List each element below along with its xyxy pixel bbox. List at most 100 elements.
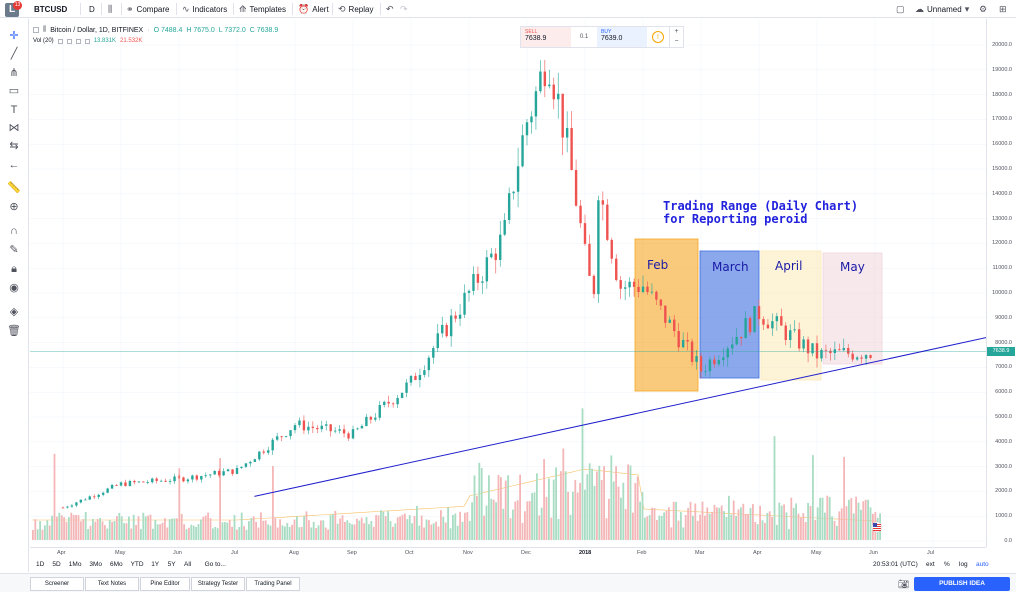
candle bbox=[847, 343, 850, 358]
rectangle-icon[interactable]: ▭ bbox=[8, 85, 20, 97]
volume-bar bbox=[399, 516, 401, 540]
range-button[interactable]: 5D bbox=[52, 561, 61, 568]
back-arrow-icon[interactable]: ← bbox=[8, 159, 20, 171]
settings-small-icon[interactable] bbox=[66, 38, 72, 44]
tab-trading-panel[interactable]: Trading Panel bbox=[246, 577, 300, 591]
info-button[interactable]: ! bbox=[647, 27, 669, 47]
lock-icon[interactable]: 🔒︎ bbox=[11, 263, 17, 275]
trend-line-icon[interactable]: ╱ bbox=[10, 48, 18, 60]
symbol-search[interactable]: BTCUSD bbox=[34, 5, 68, 14]
volume-bar bbox=[814, 519, 817, 540]
plus-button[interactable]: + bbox=[674, 28, 679, 35]
volume-bar bbox=[276, 527, 279, 540]
layout-grid-button[interactable]: ⊞ bbox=[999, 4, 1007, 15]
more-small-icon[interactable] bbox=[84, 38, 90, 44]
text-icon[interactable]: T bbox=[10, 104, 18, 116]
replay-button[interactable]: ⟲ Replay bbox=[338, 4, 373, 15]
candle bbox=[101, 491, 105, 497]
range-button[interactable]: 5Y bbox=[167, 561, 176, 568]
quantity-stepper[interactable]: + − bbox=[669, 27, 683, 47]
hide-pane-icon[interactable] bbox=[33, 27, 39, 33]
price-chart[interactable] bbox=[30, 19, 986, 547]
tab-text-notes[interactable]: Text Notes bbox=[85, 577, 139, 591]
candle bbox=[307, 421, 310, 435]
alert-button[interactable]: ⏰ Alert bbox=[298, 4, 329, 15]
volume-bar bbox=[286, 523, 289, 540]
alarm-clock-icon: ⏰ bbox=[298, 4, 310, 14]
volume-legend[interactable]: Vol (20) 13.831K 21.532K bbox=[33, 38, 142, 44]
legend-menu-icon[interactable]: · bbox=[147, 26, 150, 34]
bar-style-button[interactable]: ⫼ bbox=[108, 4, 112, 15]
volume-bar bbox=[802, 513, 805, 540]
zoom-in-icon[interactable]: ⊕ bbox=[9, 201, 19, 213]
annotation-title[interactable]: Trading Range (Daily Chart) for Reportin… bbox=[663, 200, 858, 226]
candle bbox=[583, 214, 587, 246]
chart-legend[interactable]: ⫼ Bitcoin / Dollar, 1D, BITFINEX · O 748… bbox=[33, 26, 278, 34]
templates-button[interactable]: ⟰ Templates bbox=[239, 4, 286, 15]
compare-button[interactable]: ⚭ Compare bbox=[126, 4, 169, 15]
minus-button[interactable]: − bbox=[674, 38, 679, 45]
undo-button[interactable]: ↶ bbox=[386, 4, 394, 15]
layout-menu[interactable]: ☁ Unnamed ▾ bbox=[915, 4, 969, 15]
trash-icon[interactable]: 🗑︎ bbox=[7, 325, 21, 337]
candle bbox=[396, 395, 399, 408]
range-button[interactable]: 6Mo bbox=[110, 561, 123, 568]
eye-small-icon[interactable] bbox=[57, 38, 63, 44]
volume-bar bbox=[190, 524, 193, 540]
tab-strategy-tester[interactable]: Strategy Tester bbox=[191, 577, 245, 591]
range-button[interactable]: 1Mo bbox=[68, 561, 82, 568]
tab-screener[interactable]: Screener bbox=[30, 577, 84, 591]
volume-bar bbox=[228, 520, 231, 540]
utc-clock[interactable]: 20:53:01 (UTC) bbox=[873, 561, 918, 568]
prediction-icon[interactable]: ⇆ bbox=[9, 140, 19, 152]
log-toggle[interactable]: log bbox=[959, 561, 968, 568]
time-tick: Feb bbox=[637, 550, 647, 556]
fullscreen-button[interactable]: ▢ bbox=[896, 4, 905, 15]
pitchfork-icon[interactable]: ⋔ bbox=[9, 67, 19, 79]
ruler-icon[interactable]: 📏 bbox=[7, 182, 21, 194]
price-axis[interactable]: 20000.0 19000.0 18000.0 17000.0 16000.0 15000… bbox=[986, 19, 1016, 547]
volume-bar bbox=[543, 459, 545, 540]
interval-button[interactable]: D bbox=[89, 5, 95, 14]
auto-toggle[interactable]: auto bbox=[976, 561, 989, 568]
volume-bar bbox=[176, 518, 178, 540]
pattern-icon[interactable]: ⋈ bbox=[8, 122, 20, 134]
indicators-button[interactable]: ∿ Indicators bbox=[182, 4, 227, 15]
crosshair-icon[interactable]: ✛ bbox=[9, 30, 19, 42]
redo-button[interactable]: ↷ bbox=[400, 4, 408, 15]
range-button[interactable]: 1D bbox=[36, 561, 45, 568]
volume-bar bbox=[778, 502, 781, 540]
undo-icon: ↶ bbox=[386, 4, 394, 14]
publish-idea-button[interactable]: PUBLISH IDEA bbox=[914, 577, 1010, 591]
buy-button[interactable]: BUY 7639.0 bbox=[597, 27, 647, 47]
volume-bar bbox=[684, 515, 687, 540]
goto-button[interactable]: Go to... bbox=[204, 561, 226, 568]
time-axis[interactable]: Apr May Jun Jul Aug Sep Oct Nov Dec 2018 Feb Mar Apr… bbox=[30, 547, 986, 559]
month-label-may[interactable]: May bbox=[840, 260, 865, 274]
range-button[interactable]: 3Mo bbox=[89, 561, 103, 568]
volume-bar bbox=[629, 465, 632, 540]
candle bbox=[222, 468, 225, 477]
sell-button[interactable]: SELL 7638.9 bbox=[521, 27, 571, 47]
ext-toggle[interactable]: ext bbox=[926, 561, 935, 568]
month-label-april[interactable]: April bbox=[775, 259, 803, 273]
range-button[interactable]: All bbox=[184, 561, 192, 568]
month-label-march[interactable]: March bbox=[712, 260, 749, 274]
magnet-icon[interactable]: ∩ bbox=[10, 225, 18, 237]
tab-pine-editor[interactable]: Pine Editor bbox=[140, 577, 190, 591]
eye-icon[interactable]: ◉ bbox=[9, 282, 19, 294]
volume-bar bbox=[732, 500, 735, 540]
range-button[interactable]: 1Y bbox=[151, 561, 160, 568]
candle bbox=[686, 332, 689, 351]
month-label-feb[interactable]: Feb bbox=[647, 258, 669, 272]
pencil-lock-icon[interactable]: ✎ bbox=[9, 244, 19, 256]
volume-bar bbox=[480, 467, 483, 540]
range-button[interactable]: YTD bbox=[130, 561, 144, 568]
layers-icon[interactable]: ◈ bbox=[9, 306, 19, 318]
close-small-icon[interactable] bbox=[75, 38, 81, 44]
percent-toggle[interactable]: % bbox=[944, 561, 950, 568]
settings-button[interactable]: ⚙ bbox=[979, 4, 987, 15]
candle bbox=[869, 354, 872, 360]
volume-bar bbox=[819, 497, 821, 540]
camera-icon[interactable]: 📷︎ bbox=[898, 579, 910, 589]
